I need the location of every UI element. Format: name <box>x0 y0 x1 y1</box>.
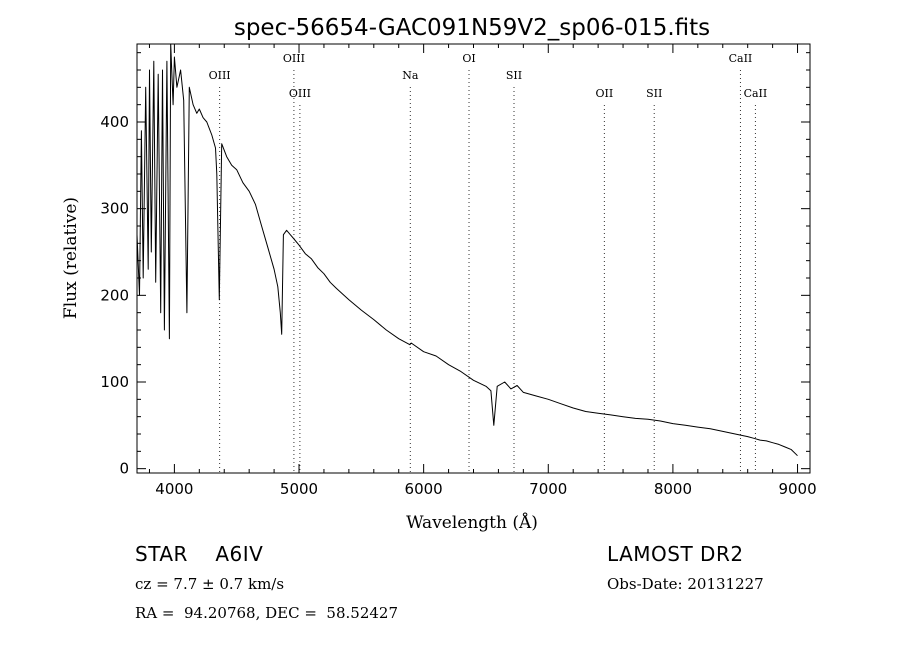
spectral-line-label: SII <box>646 87 662 100</box>
y-tick-label: 0 <box>119 460 129 478</box>
y-tick-label: 100 <box>100 373 129 391</box>
x-tick-label: 8000 <box>654 480 692 498</box>
spectral-line-label: Na <box>402 69 419 82</box>
spectrum-line <box>136 43 798 457</box>
x-tick-label: 6000 <box>405 480 443 498</box>
object-type: STAR A6IV <box>135 542 264 566</box>
spectral-line-label: OIII <box>289 87 311 100</box>
survey-name: LAMOST DR2 <box>607 542 744 566</box>
x-tick-label: 7000 <box>529 480 567 498</box>
y-tick-label: 300 <box>100 200 129 218</box>
plot-frame <box>136 43 811 474</box>
spectral-line-label: CaII <box>744 87 768 100</box>
spectral-line-label: CaII <box>729 52 753 65</box>
spectral-line-label: OI <box>462 52 475 65</box>
y-tick-label: 200 <box>100 286 129 304</box>
redshift-cz: cz = 7.7 ± 0.7 km/s <box>135 575 285 593</box>
spectral-line-label: OII <box>596 87 614 100</box>
spectral-line-label: OIII <box>209 69 231 82</box>
axis-ticks: 4000 5000 6000 7000 8000 9000 0 100 200 300 400 <box>100 44 817 498</box>
x-axis-label: Wavelength (Å) <box>406 512 538 533</box>
y-tick-label: 400 <box>100 113 129 131</box>
spectral-line-label: OIII <box>283 52 305 65</box>
spectral-lines: OIII OIII OIII Na OI SII OII SII CaII CaII <box>209 52 768 473</box>
ra-dec-coordinates: RA = 94.20768, DEC = 58.52427 <box>135 604 399 622</box>
spectrum-series <box>136 43 798 457</box>
x-tick-label: 5000 <box>280 480 318 498</box>
spectral-line-label: SII <box>506 69 522 82</box>
observation-date: Obs-Date: 20131227 <box>607 575 764 593</box>
chart-title: spec-56654-GAC091N59V2_sp06-015.fits <box>234 15 710 41</box>
x-tick-label: 4000 <box>155 480 193 498</box>
x-tick-label: 9000 <box>778 480 816 498</box>
y-axis-label: Flux (relative) <box>61 197 81 319</box>
